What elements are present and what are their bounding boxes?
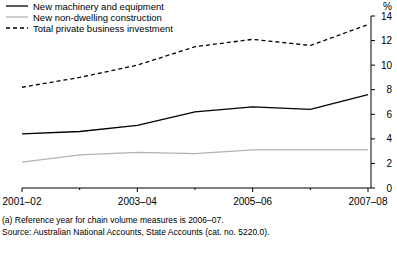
- chart: 0 2 4 6 8 10 12 14% 2001–02 2003–04 2005–06 2007–08…: [0, 0, 397, 265]
- legend-label: Total private business investment: [33, 23, 173, 34]
- y-tick: [371, 163, 375, 164]
- y-tick: [371, 16, 375, 17]
- x-tick-label: 2001–02: [3, 196, 42, 207]
- series-line: [22, 25, 368, 88]
- y-tick-label: 4: [386, 133, 392, 144]
- y-axis: [371, 16, 372, 188]
- x-axis: [22, 188, 371, 189]
- plot-area: [22, 25, 368, 163]
- y-tick: [371, 138, 375, 139]
- y-tick: [371, 40, 375, 41]
- y-tick-label: 2: [386, 158, 392, 169]
- y-tick-label: 8: [386, 84, 392, 95]
- series-line: [22, 95, 368, 134]
- legend-swatch: [6, 16, 28, 17]
- x-tick: [368, 188, 369, 192]
- x-tick: [310, 188, 311, 190]
- x-tick-label: 2007–08: [349, 196, 388, 207]
- legend-label: New machinery and equipment: [33, 1, 164, 12]
- series-line: [22, 150, 368, 162]
- y-tick-label: 12: [381, 35, 393, 46]
- y-tick: [371, 89, 375, 90]
- footnote: (a) Reference year for chain volume meas…: [2, 215, 224, 225]
- y-tick: [371, 188, 375, 189]
- x-tick-label: 2005–06: [233, 196, 272, 207]
- y-tick-label: 14: [381, 11, 393, 22]
- x-tick-label: 2003–04: [118, 196, 157, 207]
- legend-swatch: [6, 5, 28, 6]
- y-tick-label: 0: [386, 183, 392, 194]
- x-tick: [137, 188, 138, 192]
- legend-swatch: [6, 27, 28, 28]
- y-tick-label: 6: [386, 109, 392, 120]
- source: Source: Australian National Accounts, St…: [2, 227, 269, 237]
- x-tick: [195, 188, 196, 190]
- x-tick: [252, 188, 253, 192]
- y-tick: [371, 65, 375, 66]
- x-tick: [79, 188, 80, 190]
- x-tick: [22, 188, 23, 192]
- y-tick: [371, 114, 375, 115]
- y-axis-label: %: [383, 1, 392, 12]
- y-tick-label: 10: [381, 60, 393, 71]
- legend-label: New non-dwelling construction: [33, 12, 162, 23]
